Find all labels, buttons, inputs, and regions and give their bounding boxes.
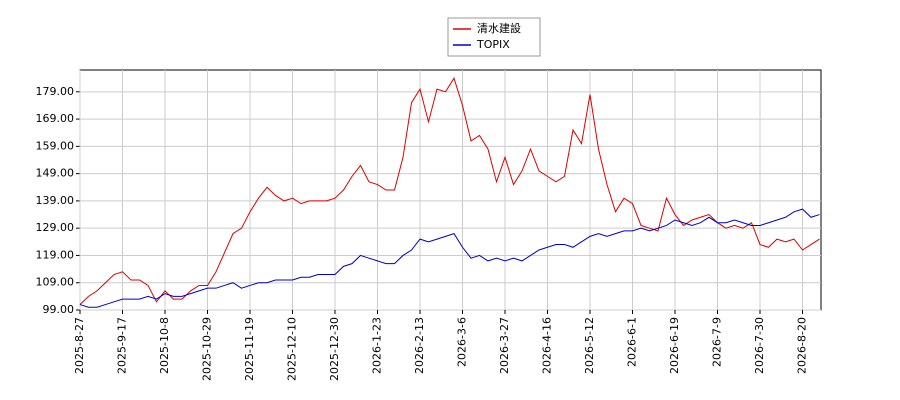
x-tick-label: 2026-4-16: [541, 317, 554, 374]
x-tick-label: 2025-10-8: [158, 317, 171, 374]
x-tick-label: 2026-6-19: [668, 317, 681, 374]
legend-label: TOPIX: [476, 38, 510, 51]
x-tick-label: 2026-3-27: [498, 317, 511, 374]
x-tick-label: 2026-6-1: [626, 317, 639, 367]
x-tick-label: 2026-8-20: [796, 317, 809, 374]
y-tick-label: 129.00: [36, 221, 75, 234]
x-tick-label: 2026-7-30: [753, 317, 766, 374]
legend-box: [447, 17, 541, 57]
y-tick-label: 139.00: [36, 194, 75, 207]
legend-label: 清水建設: [477, 21, 521, 35]
x-tick-label: 2025-10-29: [201, 317, 214, 381]
legend: 清水建設 TOPIX: [453, 21, 521, 51]
y-tick-label: 169.00: [36, 112, 75, 125]
x-tick-label: 2025-8-27: [73, 317, 86, 374]
x-tick-label: 2025-12-10: [286, 317, 299, 381]
x-tick-label: 2025-9-17: [116, 317, 129, 374]
series-line: [79, 208, 820, 308]
x-tick-label: 2026-5-12: [583, 317, 596, 374]
plot-frame: [79, 69, 822, 311]
x-tick-label: 2026-7-9: [711, 317, 724, 367]
x-tick-label: 2025-12-30: [328, 317, 341, 381]
y-tick-label: 99.00: [43, 303, 75, 316]
x-tick-label: 2025-11-19: [243, 317, 256, 381]
x-tick-label: 2026-2-13: [413, 317, 426, 374]
y-tick-label: 149.00: [36, 167, 75, 180]
y-tick-label: 119.00: [36, 248, 75, 261]
y-tick-label: 179.00: [36, 85, 75, 98]
x-tick-label: 2026-1-23: [371, 317, 384, 374]
series-line: [79, 76, 820, 305]
y-tick-label: 159.00: [36, 139, 75, 152]
x-tick-label: 2026-3-6: [456, 317, 469, 367]
y-tick-label: 109.00: [36, 276, 75, 289]
